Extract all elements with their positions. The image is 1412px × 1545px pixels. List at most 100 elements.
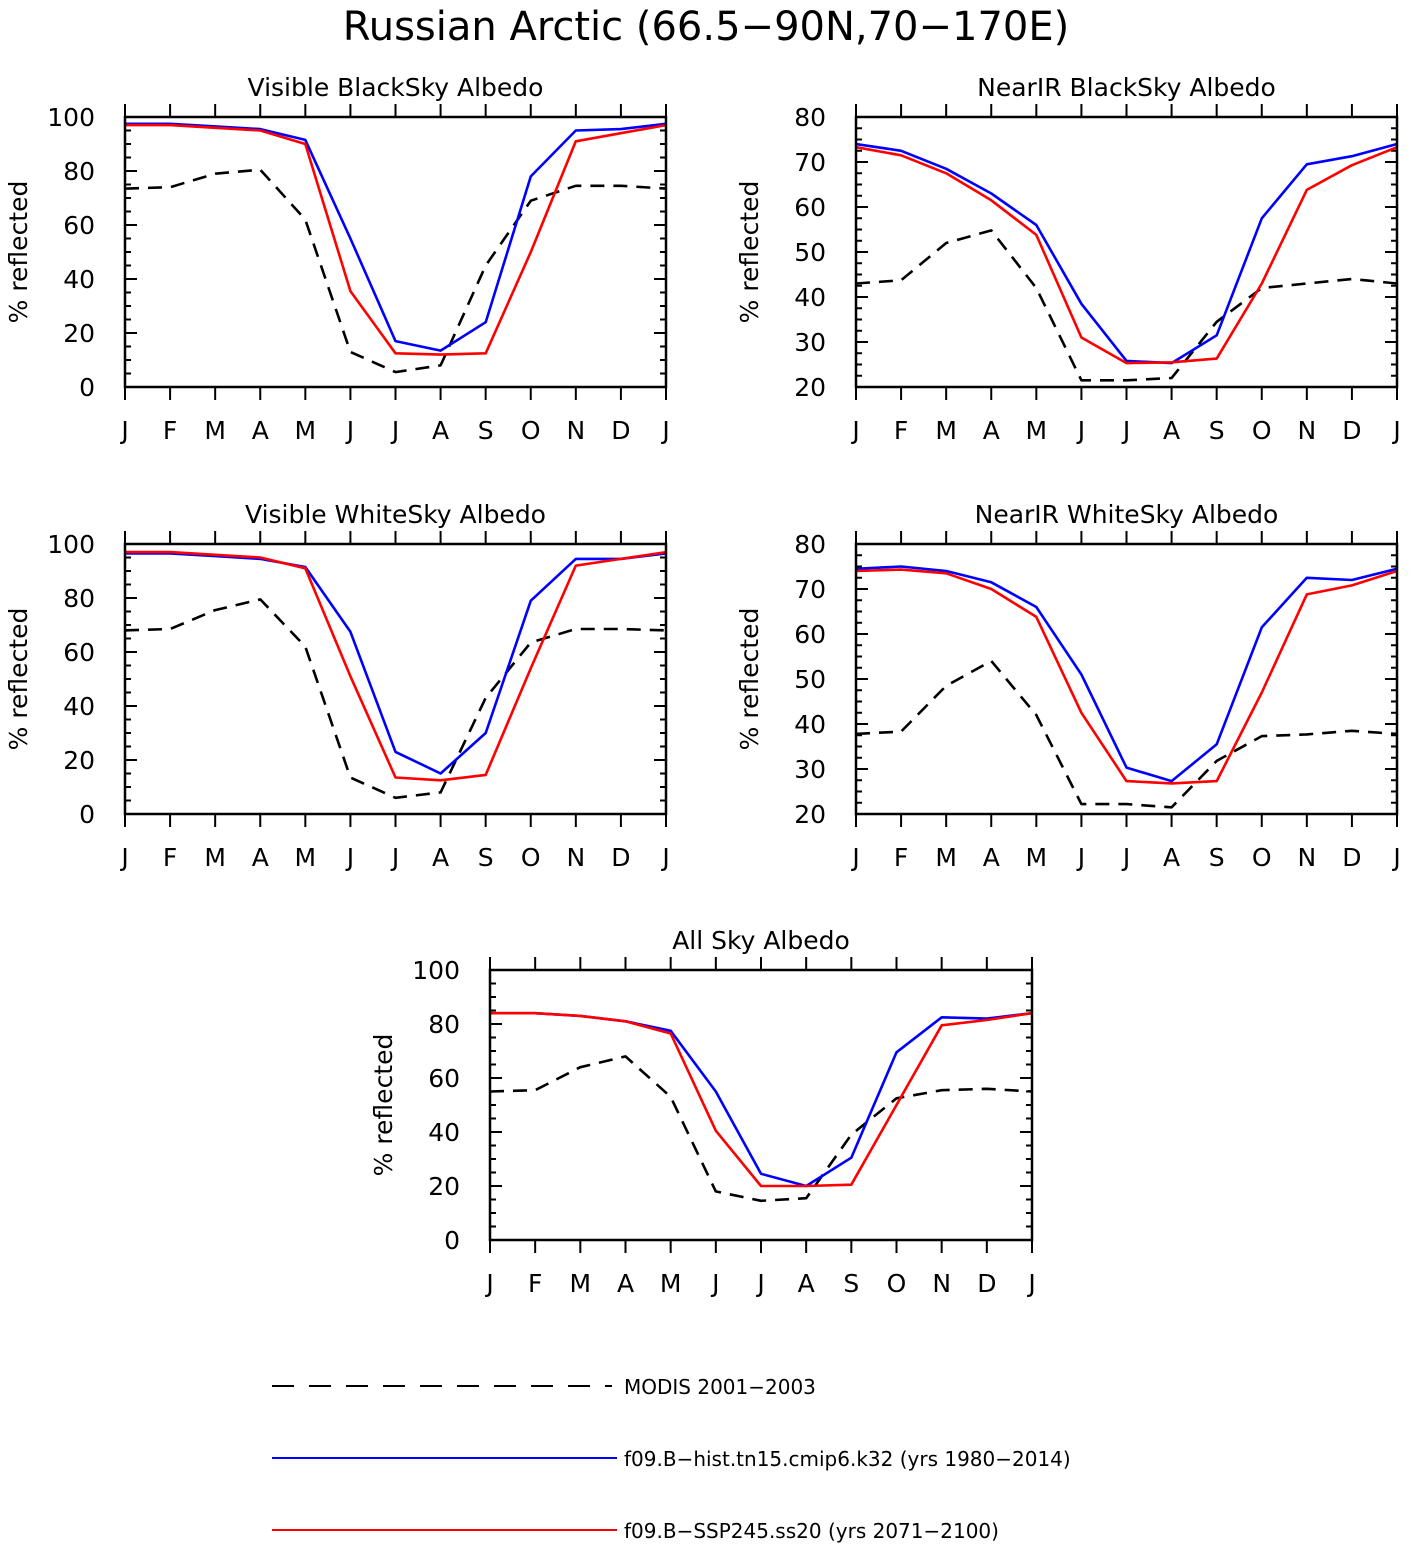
y-tick-label: 50: [794, 238, 826, 267]
y-axis-label: % reflected: [735, 608, 764, 751]
y-tick-label: 40: [63, 265, 95, 294]
legend-label-modis: MODIS 2001−2003: [624, 1375, 816, 1399]
legend-label-ssp245: f09.B−SSP245.ss20 (yrs 2071−2100): [624, 1519, 999, 1543]
figure-title: Russian Arctic (66.5−90N,70−170E): [343, 4, 1070, 50]
x-tick-label: J: [1121, 843, 1130, 872]
y-tick-label: 0: [79, 373, 95, 402]
y-tick-label: 30: [794, 755, 826, 784]
y-axis-label: % reflected: [369, 1034, 398, 1177]
x-tick-label: J: [755, 1269, 764, 1298]
y-axis-label: % reflected: [4, 608, 33, 751]
x-tick-label: M: [295, 416, 317, 445]
panel-title: NearIR BlackSky Albedo: [977, 73, 1276, 102]
y-tick-label: 30: [794, 328, 826, 357]
panel-title: All Sky Albedo: [672, 926, 850, 955]
x-tick-label: A: [432, 843, 449, 872]
x-tick-label: J: [1076, 843, 1085, 872]
y-tick-label: 70: [794, 575, 826, 604]
x-tick-label: J: [345, 843, 354, 872]
x-tick-label: M: [204, 843, 226, 872]
x-tick-label: S: [843, 1269, 859, 1298]
y-tick-label: 80: [428, 1010, 460, 1039]
y-tick-label: 50: [794, 665, 826, 694]
y-tick-label: 60: [794, 193, 826, 222]
y-tick-label: 20: [428, 1172, 460, 1201]
y-tick-label: 20: [794, 373, 826, 402]
x-tick-label: A: [617, 1269, 634, 1298]
x-tick-label: A: [1163, 843, 1180, 872]
x-tick-label: M: [204, 416, 226, 445]
x-tick-label: D: [611, 416, 630, 445]
y-axis-label: % reflected: [735, 181, 764, 324]
y-axis-label: % reflected: [4, 181, 33, 324]
series-line-modis: [125, 168, 666, 374]
y-tick-label: 80: [794, 530, 826, 559]
x-tick-label: A: [983, 416, 1000, 445]
panel-title: Visible BlackSky Albedo: [248, 73, 544, 102]
series-line-modis: [490, 1055, 1032, 1203]
x-tick-label: J: [1026, 1269, 1035, 1298]
series-line-modis: [856, 659, 1397, 809]
y-tick-label: 100: [47, 530, 95, 559]
y-tick-label: 100: [47, 103, 95, 132]
axes-frame: [488, 968, 1034, 1242]
x-tick-label: J: [390, 416, 399, 445]
x-tick-label: S: [478, 416, 494, 445]
x-tick-label: A: [252, 843, 269, 872]
x-tick-label: F: [894, 843, 908, 872]
y-tick-label: 60: [428, 1064, 460, 1093]
y-tick-label: 100: [412, 956, 460, 985]
x-tick-label: M: [660, 1269, 682, 1298]
legend: MODIS 2001−2003 f09.B−hist.tn15.cmip6.k3…: [272, 1375, 1071, 1543]
x-tick-label: A: [252, 416, 269, 445]
x-tick-label: M: [570, 1269, 592, 1298]
y-tick-label: 80: [63, 584, 95, 613]
y-tick-label: 40: [428, 1118, 460, 1147]
y-tick-label: 20: [63, 319, 95, 348]
x-tick-label: M: [1026, 843, 1048, 872]
series-line-modis: [856, 229, 1397, 382]
panel-title: Visible WhiteSky Albedo: [245, 500, 546, 529]
x-tick-label: M: [295, 843, 317, 872]
x-tick-label: O: [1252, 416, 1272, 445]
x-tick-label: J: [850, 843, 859, 872]
x-tick-label: D: [1342, 416, 1361, 445]
series-line-ssp245: [125, 550, 666, 782]
y-tick-label: 60: [63, 211, 95, 240]
x-tick-label: J: [710, 1269, 719, 1298]
x-tick-label: M: [1026, 416, 1048, 445]
axes-frame: [854, 542, 1399, 816]
x-tick-label: J: [850, 416, 859, 445]
x-tick-label: D: [611, 843, 630, 872]
x-tick-label: F: [528, 1269, 542, 1298]
x-tick-label: S: [1209, 843, 1225, 872]
series-line-modis: [125, 598, 666, 800]
series-line-ssp245: [125, 123, 666, 356]
x-tick-label: F: [163, 843, 177, 872]
x-tick-label: J: [1391, 843, 1400, 872]
y-tick-label: 40: [794, 710, 826, 739]
x-tick-label: J: [119, 416, 128, 445]
series-line-ssp245: [856, 568, 1397, 785]
y-tick-label: 80: [63, 157, 95, 186]
x-tick-label: N: [1297, 843, 1316, 872]
x-tick-label: S: [1209, 416, 1225, 445]
x-tick-label: J: [484, 1269, 493, 1298]
x-tick-label: O: [887, 1269, 907, 1298]
y-tick-label: 0: [79, 800, 95, 829]
series-line-ssp245: [490, 1011, 1032, 1188]
axes-frame: [123, 542, 668, 816]
y-tick-label: 20: [63, 746, 95, 775]
x-tick-label: O: [1252, 843, 1272, 872]
x-tick-label: A: [798, 1269, 815, 1298]
y-tick-label: 60: [63, 638, 95, 667]
x-tick-label: O: [521, 416, 541, 445]
axes-frame: [854, 115, 1399, 389]
x-tick-label: J: [1076, 416, 1085, 445]
y-tick-label: 80: [794, 103, 826, 132]
legend-label-hist: f09.B−hist.tn15.cmip6.k32 (yrs 1980−2014…: [624, 1447, 1071, 1471]
x-tick-label: J: [1391, 416, 1400, 445]
panel-title: NearIR WhiteSky Albedo: [975, 500, 1279, 529]
x-tick-label: M: [935, 416, 957, 445]
